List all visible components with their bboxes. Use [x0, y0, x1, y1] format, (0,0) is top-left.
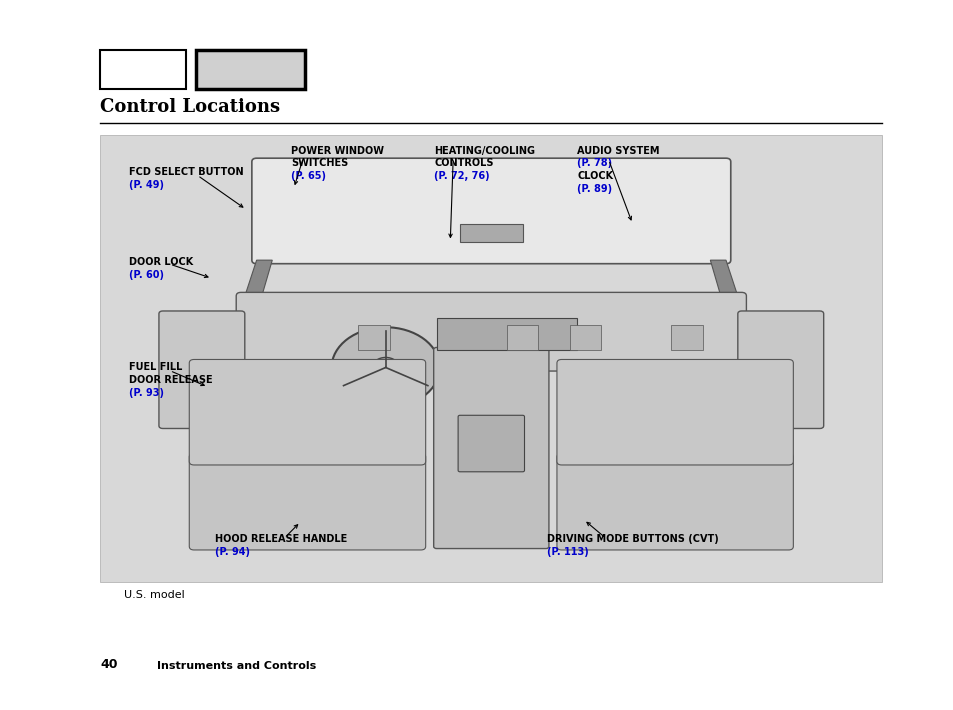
Polygon shape: [221, 260, 272, 368]
Bar: [195, 50, 305, 89]
Bar: [358, 325, 389, 349]
Bar: [100, 50, 186, 89]
FancyBboxPatch shape: [189, 359, 425, 465]
Text: Control Locations: Control Locations: [100, 98, 280, 116]
FancyBboxPatch shape: [189, 454, 425, 550]
Text: (P. 65): (P. 65): [291, 171, 326, 181]
Circle shape: [372, 357, 398, 378]
FancyBboxPatch shape: [252, 158, 730, 263]
Text: DRIVING MODE BUTTONS (CVT): DRIVING MODE BUTTONS (CVT): [546, 534, 718, 544]
Bar: [671, 325, 701, 349]
Text: AUDIO SYSTEM: AUDIO SYSTEM: [577, 146, 659, 155]
Text: DOOR LOCK: DOOR LOCK: [129, 257, 193, 267]
FancyBboxPatch shape: [236, 293, 745, 371]
Bar: [100, 135, 882, 582]
Text: (P. 113): (P. 113): [546, 547, 588, 557]
FancyBboxPatch shape: [434, 347, 548, 549]
FancyBboxPatch shape: [159, 311, 245, 428]
Bar: [506, 325, 537, 349]
Text: CONTROLS: CONTROLS: [434, 158, 493, 168]
Bar: [569, 325, 600, 349]
Text: POWER WINDOW: POWER WINDOW: [291, 146, 383, 155]
Text: U.S. model: U.S. model: [124, 590, 185, 600]
Text: (P. 78): (P. 78): [577, 158, 612, 168]
Text: (P. 49): (P. 49): [129, 180, 164, 190]
Text: DOOR RELEASE: DOOR RELEASE: [129, 375, 213, 385]
Text: HEATING/COOLING: HEATING/COOLING: [434, 146, 535, 155]
Text: FCD SELECT BUTTON: FCD SELECT BUTTON: [129, 167, 243, 177]
FancyBboxPatch shape: [557, 454, 793, 550]
Text: 40: 40: [100, 658, 117, 671]
Polygon shape: [710, 260, 760, 368]
Text: (P. 72, 76): (P. 72, 76): [434, 171, 489, 181]
Text: SWITCHES: SWITCHES: [291, 158, 348, 168]
Bar: [459, 224, 522, 242]
FancyBboxPatch shape: [557, 359, 793, 465]
FancyBboxPatch shape: [737, 311, 822, 428]
FancyBboxPatch shape: [457, 415, 524, 471]
Text: (P. 94): (P. 94): [214, 547, 250, 557]
Text: (P. 89): (P. 89): [577, 184, 612, 194]
Text: HOOD RELEASE HANDLE: HOOD RELEASE HANDLE: [214, 534, 347, 544]
Circle shape: [332, 327, 439, 408]
Text: (P. 60): (P. 60): [129, 270, 164, 280]
Text: CLOCK: CLOCK: [577, 171, 613, 181]
Text: FUEL FILL: FUEL FILL: [129, 362, 182, 372]
Text: (P. 93): (P. 93): [129, 388, 164, 398]
Bar: [436, 318, 577, 349]
Text: Instruments and Controls: Instruments and Controls: [157, 661, 316, 671]
